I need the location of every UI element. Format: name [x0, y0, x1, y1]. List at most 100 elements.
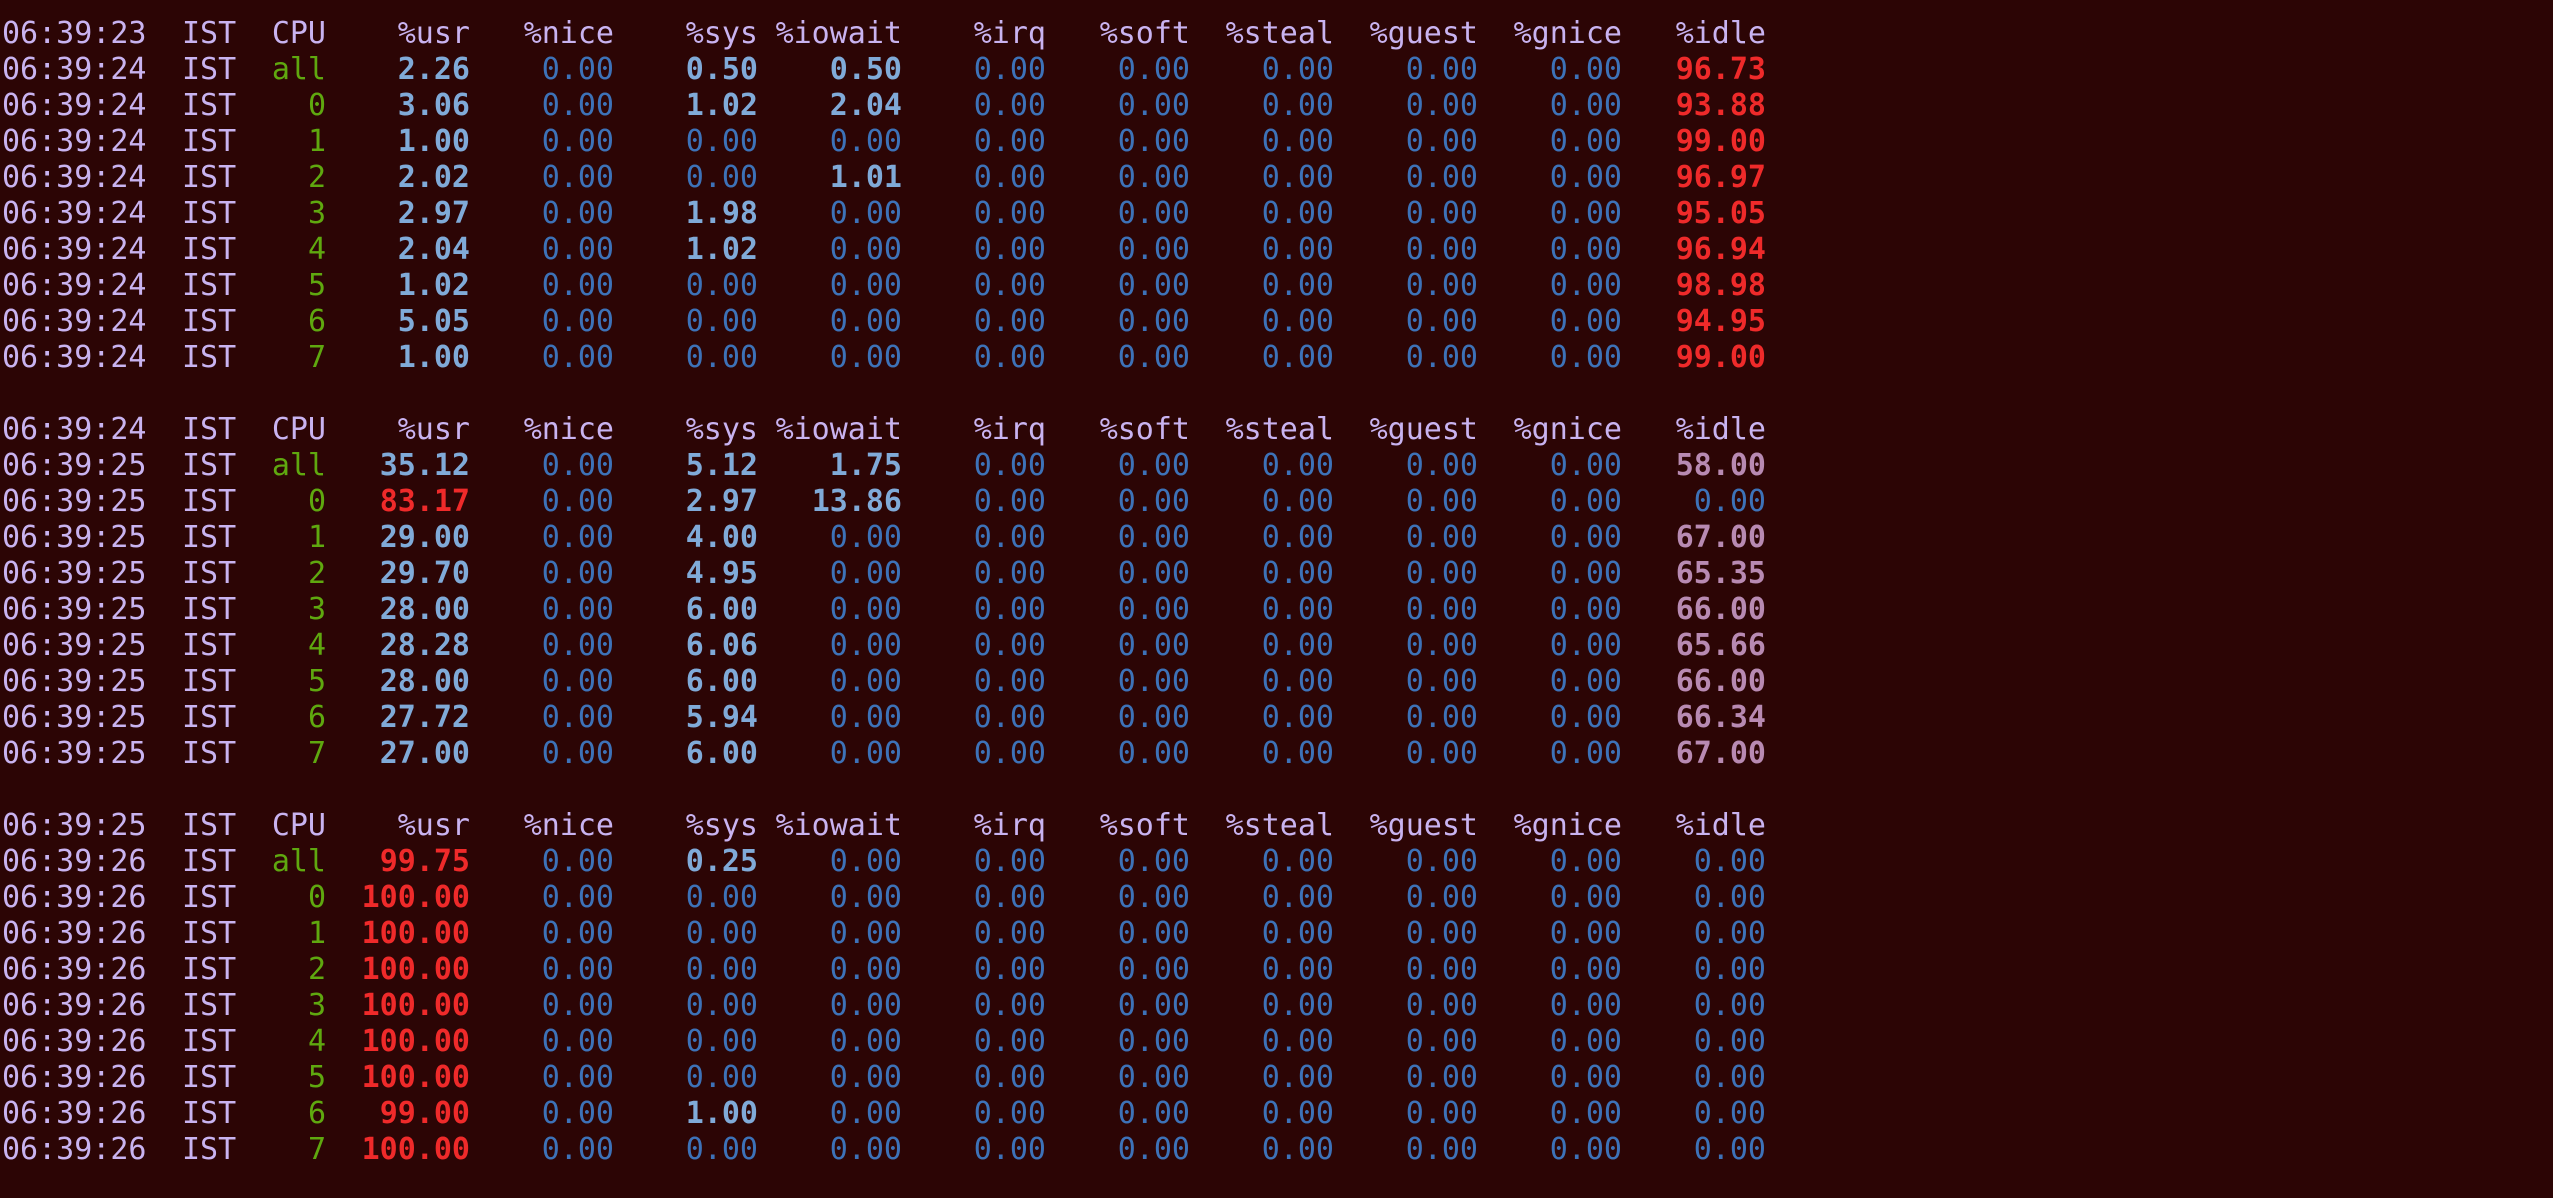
row-timezone: IST [182, 1096, 237, 1131]
row-timezone: IST [182, 700, 237, 735]
stat-value: 0.00 [1261, 1060, 1334, 1095]
row-time: 06:39:25 [2, 448, 147, 483]
row-time: 06:39:26 [2, 916, 147, 951]
stat-value: 0.00 [1405, 196, 1478, 231]
stat-value: 0.00 [1549, 196, 1622, 231]
stat-value: 0.00 [1405, 880, 1478, 915]
stat-value: 0.00 [829, 592, 902, 627]
column-header: %gnice [1513, 808, 1622, 843]
stat-value: 0.00 [1117, 1132, 1190, 1167]
stat-value: 0.00 [541, 124, 614, 159]
stat-value: 0.00 [829, 124, 902, 159]
stat-value: 0.00 [1405, 52, 1478, 87]
stat-value: 0.00 [1117, 952, 1190, 987]
row-timezone: IST [182, 484, 237, 519]
stat-value: 94.95 [1675, 304, 1766, 339]
header-timezone: IST [182, 412, 237, 447]
header-time: 06:39:24 [2, 412, 147, 447]
stat-value: 0.00 [1549, 484, 1622, 519]
stat-value: 0.00 [1117, 304, 1190, 339]
row-time: 06:39:26 [2, 988, 147, 1023]
stat-value: 0.00 [1261, 952, 1334, 987]
column-header: %guest [1369, 808, 1478, 843]
cpu-id: 5 [307, 664, 326, 699]
stat-value: 0.00 [1117, 448, 1190, 483]
stat-value: 0.00 [1261, 268, 1334, 303]
cpu-id: 1 [307, 916, 326, 951]
stat-value: 0.00 [1117, 160, 1190, 195]
stat-value: 99.00 [1675, 340, 1766, 375]
cpu-id: all [271, 844, 326, 879]
row-timezone: IST [182, 52, 237, 87]
stat-value: 0.00 [1405, 1096, 1478, 1131]
stat-value: 0.00 [973, 448, 1046, 483]
stat-value: 95.05 [1675, 196, 1766, 231]
stat-value: 0.00 [1549, 952, 1622, 987]
stat-value: 100.00 [361, 952, 470, 987]
row-time: 06:39:24 [2, 196, 147, 231]
stat-value: 0.00 [1405, 628, 1478, 663]
column-header: %gnice [1513, 16, 1622, 51]
row-time: 06:39:24 [2, 88, 147, 123]
stat-value: 0.00 [829, 916, 902, 951]
stat-value: 0.00 [1117, 196, 1190, 231]
cpu-id: 7 [307, 1132, 326, 1167]
stat-value: 0.00 [1549, 124, 1622, 159]
stat-value: 0.00 [1693, 844, 1766, 879]
row-timezone: IST [182, 988, 237, 1023]
stat-value: 100.00 [361, 1024, 470, 1059]
stat-value: 0.00 [1261, 592, 1334, 627]
stat-value: 0.00 [541, 52, 614, 87]
row-time: 06:39:25 [2, 556, 147, 591]
row-time: 06:39:24 [2, 304, 147, 339]
stat-value: 0.00 [1261, 880, 1334, 915]
stat-value: 0.00 [1117, 700, 1190, 735]
stat-value: 0.00 [1549, 88, 1622, 123]
stat-value: 0.00 [973, 1132, 1046, 1167]
stat-value: 0.00 [1693, 1060, 1766, 1095]
stat-value: 98.98 [1675, 268, 1766, 303]
stat-value: 0.00 [1117, 340, 1190, 375]
stat-value: 2.04 [829, 88, 902, 123]
stat-value: 0.00 [973, 196, 1046, 231]
row-timezone: IST [182, 592, 237, 627]
stat-value: 99.75 [379, 844, 470, 879]
stat-value: 0.00 [1261, 340, 1334, 375]
stat-value: 0.00 [1261, 1096, 1334, 1131]
stat-value: 0.00 [1549, 664, 1622, 699]
stat-value: 0.00 [829, 556, 902, 591]
cpu-id: 2 [307, 160, 326, 195]
stat-value: 0.00 [829, 952, 902, 987]
row-timezone: IST [182, 124, 237, 159]
stat-value: 0.00 [1117, 52, 1190, 87]
row-timezone: IST [182, 1060, 237, 1095]
stat-value: 0.00 [1117, 664, 1190, 699]
header-time: 06:39:23 [2, 16, 147, 51]
row-time: 06:39:26 [2, 1060, 147, 1095]
stat-value: 0.00 [973, 556, 1046, 591]
cpu-id: all [271, 448, 326, 483]
stat-value: 0.00 [829, 880, 902, 915]
stat-value: 0.00 [541, 988, 614, 1023]
stat-value: 0.00 [541, 268, 614, 303]
stat-value: 0.00 [829, 1060, 902, 1095]
stat-value: 0.00 [1549, 1060, 1622, 1095]
stat-value: 96.73 [1675, 52, 1766, 87]
stat-value: 0.00 [1117, 484, 1190, 519]
stat-value: 0.00 [973, 88, 1046, 123]
stat-value: 0.00 [1405, 232, 1478, 267]
row-timezone: IST [182, 448, 237, 483]
stat-value: 6.00 [685, 592, 758, 627]
stat-value: 1.75 [829, 448, 902, 483]
stat-value: 0.00 [1549, 1096, 1622, 1131]
row-timezone: IST [182, 196, 237, 231]
stat-value: 0.00 [1117, 880, 1190, 915]
stat-value: 0.00 [541, 196, 614, 231]
stat-value: 0.00 [1549, 1024, 1622, 1059]
stat-value: 99.00 [379, 1096, 470, 1131]
stat-value: 27.00 [379, 736, 470, 771]
stat-value: 0.00 [973, 232, 1046, 267]
stat-value: 0.00 [685, 952, 758, 987]
stat-value: 0.00 [541, 1024, 614, 1059]
column-header: %nice [523, 808, 614, 843]
